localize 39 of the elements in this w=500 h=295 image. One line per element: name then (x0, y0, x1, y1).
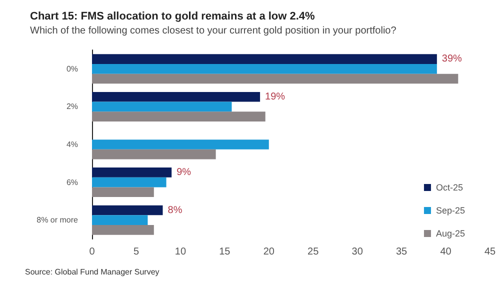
data-label: 8% (168, 204, 182, 216)
y-tick-label: 4% (66, 140, 78, 149)
bar (92, 74, 458, 84)
bar (92, 225, 154, 235)
data-label: 9% (176, 166, 192, 178)
legend-label: Aug-25 (436, 228, 466, 238)
x-tick-label: 15 (219, 246, 231, 258)
bar (92, 54, 437, 64)
y-tick-label: 2% (66, 102, 78, 112)
bar (92, 187, 154, 198)
x-tick-label: 0 (89, 246, 96, 258)
chart-title: Chart 15: FMS allocation to gold remains at a low 2.4% (30, 10, 316, 22)
bar (92, 177, 166, 188)
x-tick-label: 10 (174, 246, 186, 258)
x-tick-label: 20 (263, 246, 275, 258)
x-tick-label: 25 (308, 246, 320, 258)
data-label: 39% (442, 54, 462, 65)
y-tick-label: 0% (66, 64, 78, 74)
bar (92, 92, 260, 102)
bar (92, 215, 148, 226)
bar (92, 112, 266, 122)
data-label: 19% (265, 91, 286, 102)
bar (92, 205, 163, 216)
x-tick-label: 35 (396, 246, 408, 258)
bar (92, 64, 437, 74)
bar (92, 140, 269, 150)
legend-label: Sep-25 (436, 206, 466, 216)
y-tick-label: 8% or more (36, 216, 79, 225)
x-tick-label: 5 (133, 246, 140, 258)
source-note: Source: Global Fund Manager Survey (25, 268, 160, 276)
y-tick-label: 6% (66, 178, 78, 187)
x-tick-label: 30 (352, 246, 364, 258)
bar (92, 168, 172, 178)
legend-label: Oct-25 (436, 182, 463, 192)
x-tick-label: 40 (440, 246, 452, 258)
x-tick-label: 45 (484, 246, 496, 258)
chart-subtitle: Which of the following comes closest to your current gold position in your portfolio? (30, 26, 397, 36)
bar (92, 149, 216, 160)
bar (92, 102, 232, 112)
